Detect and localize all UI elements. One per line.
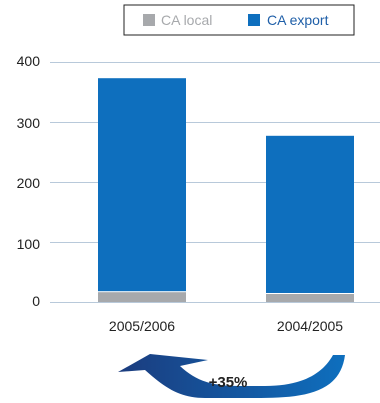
y-axis: 0 100 200 300 400 (17, 53, 41, 309)
legend-label-ca-export: CA export (267, 12, 329, 28)
x-tick-label: 2005/2006 (109, 318, 175, 334)
y-tick-label: 200 (17, 175, 41, 191)
legend: CA local CA export (123, 4, 355, 36)
growth-label: +35% (209, 374, 248, 391)
y-tick-label: 100 (17, 236, 41, 252)
y-tick-label: 400 (17, 53, 41, 69)
y-tick-label: 300 (17, 115, 41, 131)
bar-ca-local-2004-2005 (266, 293, 354, 302)
y-tick-label: 0 (32, 293, 40, 309)
bars (98, 78, 354, 302)
legend-swatch-ca-local (143, 14, 155, 26)
bar-ca-local-2005-2006 (98, 291, 186, 302)
x-tick-label: 2004/2005 (277, 318, 343, 334)
legend-label-ca-local: CA local (161, 12, 212, 28)
bar-ca-export-2004-2005 (266, 135, 354, 293)
x-axis: 2005/2006 2004/2005 (109, 318, 343, 334)
arrow-body (118, 354, 345, 398)
legend-frame (123, 4, 355, 36)
bar-ca-export-2005-2006 (98, 78, 186, 292)
legend-swatch-ca-export (248, 14, 260, 26)
curved-arrow-icon (118, 354, 345, 398)
